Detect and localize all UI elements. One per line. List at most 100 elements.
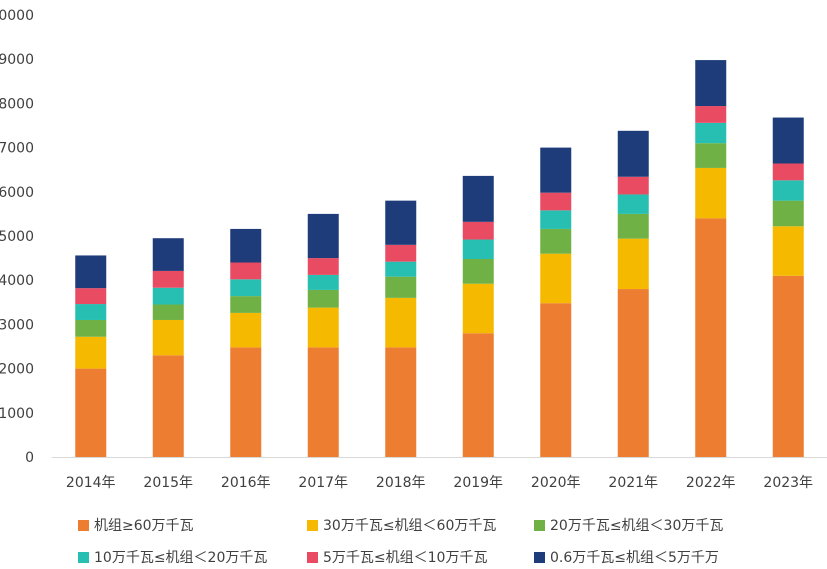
legend-swatch	[78, 519, 89, 531]
bar-segment-s1-c4	[385, 297, 417, 348]
bar-segment-s4-c8	[695, 106, 727, 123]
bar-segment-s3-c0	[75, 304, 107, 320]
stacked-bar-chart: 0 1000 2000 3000 4000 5000 6000 7000 8000 9000 100…	[0, 8, 827, 491]
legend-swatch	[307, 551, 318, 563]
bar-segment-s2-c3	[307, 289, 339, 308]
bar-segment-s3-c6	[540, 210, 572, 229]
bar-segment-s2-c1	[152, 304, 184, 320]
bar-segment-s5-c9	[772, 117, 804, 164]
x-tick-label: 2019年	[453, 475, 503, 491]
y-tick-label: 2000	[0, 362, 34, 378]
x-tick-label: 2021年	[608, 475, 658, 491]
bar-segment-s5-c5	[462, 175, 494, 222]
bar-segment-s1-c8	[695, 167, 727, 219]
bar-segment-s0-c9	[772, 275, 804, 457]
x-axis-ticks: 2014年 2015年 2016年 2017年 2018年 2019年 2020年 2021年…	[66, 475, 813, 491]
legend-swatch	[78, 551, 89, 563]
bar-segment-s5-c8	[695, 60, 727, 107]
legend-label: 20万千瓦≤机组＜30万千瓦	[550, 518, 724, 534]
bar-segment-s3-c3	[307, 274, 339, 290]
x-tick-label: 2022年	[686, 475, 736, 491]
bar-segment-s4-c2	[230, 262, 262, 280]
bar-segment-s2-c8	[695, 143, 727, 168]
legend-swatch	[534, 551, 545, 563]
y-tick-label: 0	[25, 450, 34, 466]
bar-segment-s1-c6	[540, 253, 572, 304]
bar-segment-s5-c6	[540, 147, 572, 193]
y-tick-label: 1000	[0, 406, 34, 422]
bar-segment-s4-c3	[307, 258, 339, 275]
bar-segment-s0-c5	[462, 333, 494, 457]
x-tick-label: 2016年	[221, 475, 271, 491]
bar-segment-s4-c0	[75, 288, 107, 305]
bar-segment-s4-c4	[385, 244, 417, 262]
bar-segment-s4-c6	[540, 192, 572, 211]
legend-swatch	[534, 519, 545, 531]
bar-segment-s3-c5	[462, 239, 494, 259]
y-tick-label: 4000	[0, 273, 34, 289]
bar-segment-s5-c7	[617, 130, 649, 177]
bar-segment-s3-c8	[695, 122, 727, 144]
legend-item: 5万千瓦≤机组＜10万千瓦	[307, 547, 487, 567]
y-axis-ticks: 0 1000 2000 3000 4000 5000 6000 7000 8000 9000 100…	[0, 8, 34, 466]
bar-segment-s1-c1	[152, 319, 184, 356]
bar-segment-s0-c8	[695, 218, 727, 457]
bar-segment-s1-c0	[75, 336, 107, 369]
x-tick-label: 2023年	[763, 475, 813, 491]
legend-item: 10万千瓦≤机组＜20万千瓦	[78, 547, 267, 567]
legend: 机组≥60万千瓦 30万千瓦≤机组＜60万千瓦 20万千瓦≤机组＜30万千瓦 10万千…	[0, 505, 827, 569]
bar-segment-s5-c1	[152, 238, 184, 271]
x-tick-label: 2015年	[143, 475, 193, 491]
bar-segment-s0-c0	[75, 368, 107, 457]
y-tick-label: 10000	[0, 8, 34, 24]
bar-segment-s1-c3	[307, 307, 339, 348]
bar-segment-s2-c2	[230, 296, 262, 313]
legend-swatch	[307, 519, 318, 531]
bar-segment-s4-c1	[152, 270, 184, 288]
y-tick-label: 5000	[0, 229, 34, 245]
bar-segment-s1-c2	[230, 312, 262, 348]
legend-label: 30万千瓦≤机组＜60万千瓦	[323, 518, 497, 534]
bar-segment-s1-c5	[462, 283, 494, 334]
x-tick-label: 2014年	[66, 475, 116, 491]
x-tick-label: 2018年	[376, 475, 426, 491]
bars	[75, 60, 804, 457]
y-tick-label: 9000	[0, 52, 34, 68]
bar-segment-s1-c7	[617, 238, 649, 290]
y-tick-label: 3000	[0, 317, 34, 333]
y-tick-label: 6000	[0, 185, 34, 201]
bar-segment-s5-c4	[385, 200, 417, 245]
legend-label: 机组≥60万千瓦	[94, 518, 194, 534]
y-tick-label: 8000	[0, 96, 34, 112]
bar-segment-s4-c7	[617, 176, 649, 195]
bar-segment-s0-c1	[152, 355, 184, 457]
bar-segment-s2-c7	[617, 213, 649, 239]
legend-label: 10万千瓦≤机组＜20万千瓦	[94, 550, 268, 566]
x-tick-label: 2017年	[298, 475, 348, 491]
bar-segment-s2-c6	[540, 228, 572, 254]
x-tick-label: 2020年	[531, 475, 581, 491]
bar-segment-s3-c7	[617, 194, 649, 214]
bar-segment-s2-c4	[385, 276, 417, 298]
bar-segment-s1-c9	[772, 226, 804, 276]
bar-segment-s3-c4	[385, 261, 417, 277]
bar-segment-s0-c7	[617, 289, 649, 457]
bar-segment-s4-c5	[462, 221, 494, 240]
bar-segment-s0-c4	[385, 347, 417, 457]
bar-segment-s5-c0	[75, 255, 107, 289]
legend-item: 30万千瓦≤机组＜60万千瓦	[307, 515, 496, 535]
bar-segment-s3-c9	[772, 180, 804, 201]
legend-item: 20万千瓦≤机组＜30万千瓦	[534, 515, 723, 535]
bar-segment-s5-c3	[307, 213, 339, 259]
bar-segment-s0-c6	[540, 303, 572, 457]
legend-item: 机组≥60万千瓦	[78, 515, 194, 535]
y-tick-label: 7000	[0, 141, 34, 157]
bar-segment-s0-c3	[307, 347, 339, 457]
bar-segment-s2-c9	[772, 200, 804, 227]
bar-segment-s4-c9	[772, 163, 804, 181]
bar-segment-s2-c0	[75, 319, 107, 337]
bar-segment-s3-c2	[230, 279, 262, 297]
legend-item: 0.6万千瓦≤机组＜5万千万	[534, 547, 719, 567]
bar-segment-s2-c5	[462, 258, 494, 284]
bar-segment-s0-c2	[230, 347, 262, 457]
